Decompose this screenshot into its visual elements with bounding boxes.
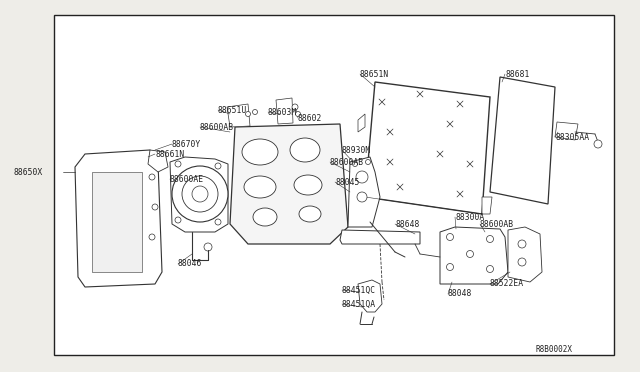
Circle shape <box>175 217 181 223</box>
Text: 88603M: 88603M <box>268 108 297 116</box>
Polygon shape <box>490 77 555 204</box>
Polygon shape <box>148 150 168 172</box>
Circle shape <box>356 171 368 183</box>
Polygon shape <box>440 227 508 284</box>
Text: 88522EA: 88522EA <box>490 279 524 289</box>
Circle shape <box>292 104 298 110</box>
Text: 88046: 88046 <box>178 260 202 269</box>
Text: 88600AB: 88600AB <box>480 219 514 228</box>
Circle shape <box>447 234 454 241</box>
Polygon shape <box>358 114 365 132</box>
Circle shape <box>467 250 474 257</box>
Circle shape <box>486 235 493 243</box>
Text: 88930M: 88930M <box>342 145 371 154</box>
Circle shape <box>518 240 526 248</box>
Circle shape <box>175 161 181 167</box>
Ellipse shape <box>294 175 322 195</box>
Text: 88305AA: 88305AA <box>555 132 589 141</box>
Text: 88651U: 88651U <box>218 106 247 115</box>
Circle shape <box>518 258 526 266</box>
Circle shape <box>365 160 371 164</box>
Circle shape <box>215 163 221 169</box>
Ellipse shape <box>290 138 320 162</box>
Text: 88670Y: 88670Y <box>172 140 201 148</box>
Text: 88451QA: 88451QA <box>342 299 376 308</box>
Circle shape <box>296 112 301 116</box>
Polygon shape <box>358 165 365 184</box>
Circle shape <box>172 166 228 222</box>
Text: 88661N: 88661N <box>155 150 184 158</box>
Circle shape <box>357 192 367 202</box>
Circle shape <box>253 109 257 115</box>
Circle shape <box>447 263 454 270</box>
Polygon shape <box>508 227 542 282</box>
Polygon shape <box>340 230 420 244</box>
Text: 88600AE: 88600AE <box>170 174 204 183</box>
Polygon shape <box>365 82 490 214</box>
Bar <box>54 15 614 355</box>
Text: 88602: 88602 <box>298 113 323 122</box>
Ellipse shape <box>299 206 321 222</box>
Text: 88651N: 88651N <box>360 70 389 78</box>
Ellipse shape <box>253 208 277 226</box>
Text: 88681: 88681 <box>505 70 529 78</box>
Circle shape <box>486 266 493 273</box>
Circle shape <box>182 176 218 212</box>
Circle shape <box>594 140 602 148</box>
Circle shape <box>149 174 155 180</box>
Polygon shape <box>276 98 293 124</box>
Circle shape <box>215 219 221 225</box>
Circle shape <box>246 112 250 116</box>
Polygon shape <box>230 124 348 244</box>
Polygon shape <box>227 104 250 127</box>
Polygon shape <box>75 150 162 287</box>
Circle shape <box>149 234 155 240</box>
Text: 88650X: 88650X <box>13 167 42 176</box>
Polygon shape <box>92 172 142 272</box>
Text: 88648: 88648 <box>395 219 419 228</box>
Polygon shape <box>555 122 578 140</box>
Text: R8B0002X: R8B0002X <box>535 346 572 355</box>
Text: 88045: 88045 <box>335 177 360 186</box>
Polygon shape <box>358 280 382 312</box>
Text: 88600AB: 88600AB <box>200 122 234 131</box>
Ellipse shape <box>242 139 278 165</box>
Polygon shape <box>348 157 380 227</box>
Text: 88300A: 88300A <box>455 212 484 221</box>
Polygon shape <box>482 197 492 214</box>
Ellipse shape <box>244 176 276 198</box>
Text: 88600AB: 88600AB <box>330 157 364 167</box>
Circle shape <box>192 186 208 202</box>
Text: 88048: 88048 <box>448 289 472 298</box>
Text: 88451QC: 88451QC <box>342 285 376 295</box>
Circle shape <box>353 161 358 167</box>
Circle shape <box>152 204 158 210</box>
